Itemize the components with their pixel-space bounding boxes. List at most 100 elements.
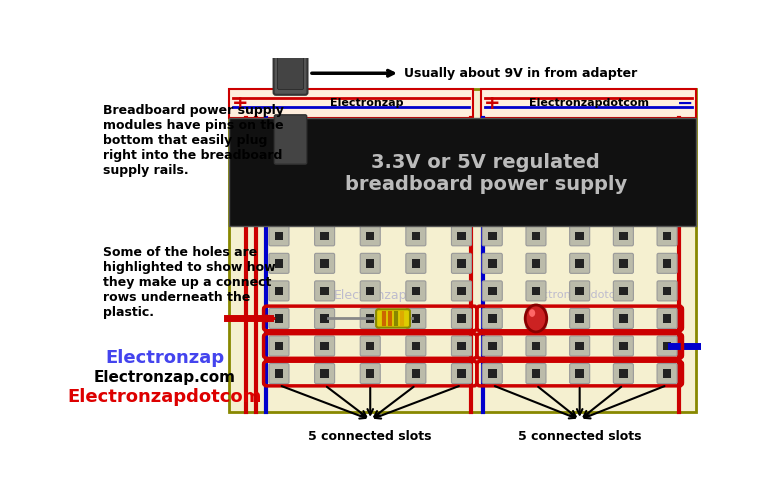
Text: Electronzapdotcom: Electronzapdotcom [529, 98, 648, 108]
FancyBboxPatch shape [482, 226, 502, 246]
FancyBboxPatch shape [613, 336, 633, 356]
Bar [532, 314, 540, 322]
FancyBboxPatch shape [526, 336, 546, 356]
Bar [320, 369, 329, 378]
Bar [576, 314, 584, 322]
Bar [619, 369, 628, 378]
Bar [412, 287, 420, 295]
Bar [275, 259, 284, 268]
Bar [366, 369, 374, 378]
FancyBboxPatch shape [274, 115, 307, 164]
Bar [532, 369, 540, 378]
FancyBboxPatch shape [406, 363, 426, 384]
FancyBboxPatch shape [613, 226, 633, 246]
Bar [320, 259, 329, 268]
Bar [412, 314, 420, 322]
Bar [619, 259, 628, 268]
Bar [488, 259, 497, 268]
Bar [320, 314, 329, 322]
Bar [663, 287, 672, 295]
FancyBboxPatch shape [269, 226, 289, 246]
Bar [619, 314, 628, 322]
Bar [532, 287, 540, 295]
Bar [366, 259, 374, 268]
FancyBboxPatch shape [315, 254, 334, 273]
FancyBboxPatch shape [451, 254, 472, 273]
Bar [275, 342, 284, 350]
Bar [663, 231, 672, 240]
Bar [275, 314, 284, 322]
Bar [488, 314, 497, 322]
FancyBboxPatch shape [657, 363, 677, 384]
FancyBboxPatch shape [482, 254, 502, 273]
Bar [619, 287, 628, 295]
Text: Electronzapdotcom: Electronzapdotcom [68, 388, 262, 406]
FancyBboxPatch shape [269, 363, 289, 384]
FancyBboxPatch shape [406, 336, 426, 356]
FancyBboxPatch shape [360, 308, 380, 328]
FancyBboxPatch shape [451, 226, 472, 246]
FancyBboxPatch shape [482, 363, 502, 384]
Bar [457, 287, 465, 295]
Bar [275, 231, 284, 240]
Bar [532, 342, 540, 350]
FancyBboxPatch shape [269, 336, 289, 356]
Bar [481, 89, 697, 118]
FancyBboxPatch shape [269, 308, 289, 328]
Text: Electronzap: Electronzap [105, 349, 225, 367]
FancyBboxPatch shape [406, 308, 426, 328]
Bar [576, 259, 584, 268]
Bar [457, 314, 465, 322]
FancyBboxPatch shape [277, 54, 304, 89]
FancyBboxPatch shape [376, 309, 410, 328]
Bar [320, 342, 329, 350]
Bar [663, 342, 672, 350]
Bar [663, 369, 672, 378]
FancyBboxPatch shape [482, 336, 502, 356]
Text: Some of the holes are
highlighted to show how
they make up a connect
rows undern: Some of the holes are highlighted to sho… [103, 246, 276, 320]
FancyBboxPatch shape [269, 254, 289, 273]
Bar [320, 287, 329, 295]
FancyBboxPatch shape [657, 226, 677, 246]
Bar [619, 342, 628, 350]
Bar [412, 231, 420, 240]
FancyBboxPatch shape [569, 226, 590, 246]
FancyBboxPatch shape [406, 254, 426, 273]
FancyBboxPatch shape [569, 281, 590, 301]
FancyBboxPatch shape [613, 308, 633, 328]
FancyBboxPatch shape [569, 254, 590, 273]
FancyBboxPatch shape [657, 308, 677, 328]
Bar [366, 342, 374, 350]
Ellipse shape [525, 305, 547, 332]
Bar [412, 259, 420, 268]
FancyBboxPatch shape [613, 281, 633, 301]
Text: Breadboard power supply
modules have pins on the
bottom that easily plug
right i: Breadboard power supply modules have pin… [103, 104, 284, 177]
FancyBboxPatch shape [569, 336, 590, 356]
Bar [576, 369, 584, 378]
FancyBboxPatch shape [657, 254, 677, 273]
Text: +: + [484, 94, 501, 113]
Bar [532, 259, 540, 268]
Bar [457, 369, 465, 378]
Text: +: + [232, 94, 248, 113]
FancyBboxPatch shape [406, 281, 426, 301]
FancyBboxPatch shape [526, 308, 546, 328]
Bar [366, 287, 374, 295]
Bar [366, 314, 374, 322]
Bar [663, 314, 672, 322]
Bar [320, 231, 329, 240]
Text: Electronzapdotcom: Electronzapdotcom [526, 290, 633, 300]
FancyBboxPatch shape [451, 363, 472, 384]
FancyBboxPatch shape [526, 281, 546, 301]
Text: 5 connected slots: 5 connected slots [518, 430, 641, 443]
Bar [229, 89, 697, 412]
Bar [412, 369, 420, 378]
Text: 5 connected slots: 5 connected slots [308, 430, 432, 443]
Bar [275, 369, 284, 378]
Ellipse shape [529, 309, 535, 317]
Bar [663, 259, 672, 268]
FancyBboxPatch shape [315, 281, 334, 301]
FancyBboxPatch shape [526, 254, 546, 273]
FancyBboxPatch shape [315, 363, 334, 384]
Bar [457, 342, 465, 350]
